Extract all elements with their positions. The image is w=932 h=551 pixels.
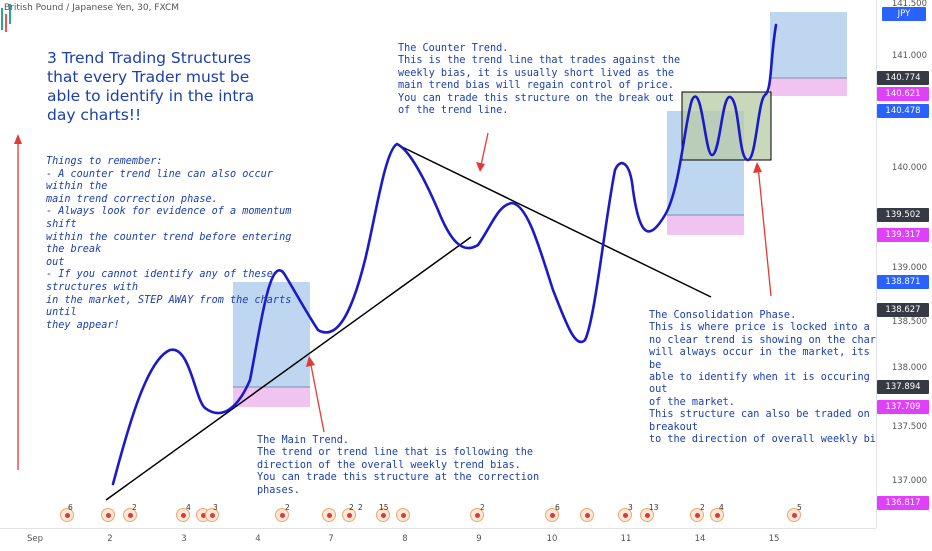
event-marker[interactable] [545,508,559,522]
price-tick: 141.000 [891,51,927,61]
reminders-text: Things to remember: - A counter trend li… [46,156,292,331]
date-tick: 2 [107,534,113,544]
event-count: 6 [555,503,560,512]
symbol-title: British Pound / Japanese Yen, 30, FXCM [4,3,180,13]
event-marker[interactable] [342,508,356,522]
event-marker[interactable] [690,508,704,522]
price-tick: 140.000 [891,163,927,173]
event-marker[interactable] [176,508,190,522]
price-badge: 140.478 [877,104,929,118]
event-count: 3 [213,503,218,512]
event-marker[interactable] [101,508,115,522]
price-badge: 137.709 [877,400,929,414]
date-tick: 7 [328,534,334,544]
left-edge-candles [1,4,11,32]
breakout-stop-box [667,215,744,235]
event-count: 6 [68,503,73,512]
price-tick: 138.000 [891,363,927,373]
date-tick: 10 [546,534,558,544]
price-badge: 140.774 [877,71,929,85]
event-count: 2 [132,503,137,512]
main-trendline[interactable] [105,236,472,501]
headline-text: 3 Trend Trading Structures that every Tr… [47,49,255,124]
event-marker[interactable] [580,508,594,522]
currency-badge[interactable]: JPY [882,7,926,21]
price-tick: 139.000 [891,263,927,273]
price-path [111,23,778,486]
event-count: 5 [797,503,802,512]
date-tick: 4 [255,534,261,544]
consolidation-stop-box [770,78,847,96]
event-count: 2 [285,503,290,512]
event-count: 4 [719,503,724,512]
consolidation-target-box [770,12,847,78]
price-badge: 137.894 [877,380,929,394]
event-marker[interactable] [322,508,336,522]
event-count: 15 [379,503,389,512]
event-marker[interactable] [396,508,410,522]
event-marker[interactable] [60,508,74,522]
main-trend-note: The Main Trend. The trend or trend line … [257,435,540,496]
date-tick: 11 [620,534,632,544]
event-marker[interactable] [376,508,390,522]
consolidation-arrow [753,162,772,297]
event-count: 2 [700,503,705,512]
event-marker[interactable] [640,508,654,522]
date-axis[interactable] [0,528,876,551]
event-count: 4 [186,503,191,512]
price-tick: 137.000 [891,476,927,486]
event-marker[interactable] [123,508,137,522]
event-marker[interactable] [787,508,801,522]
counter-trend-note: The Counter Trend. This is the trend lin… [398,43,681,117]
price-tick: 137.500 [891,422,927,432]
date-tick: 9 [476,534,482,544]
event-marker[interactable] [470,508,484,522]
event-marker[interactable] [618,508,632,522]
price-badge: 138.627 [877,303,929,317]
price-tick: 138.500 [891,317,927,327]
main-trend-target-box [233,282,310,387]
counter-trendline[interactable] [395,143,712,298]
price-tick: 141.500 [891,0,927,9]
event-marker[interactable] [205,508,219,522]
event-count: 13 [649,503,659,512]
event-count: 2 [349,503,354,512]
date-tick: 15 [768,534,780,544]
date-tick: Sep [26,534,44,544]
price-badge: 140.621 [877,87,929,101]
price-badge: 139.502 [877,208,929,222]
date-tick: 3 [181,534,187,544]
main-trend-stop-box [233,387,310,407]
main-trend-arrow [306,356,325,433]
event-count: 2 [358,503,363,512]
date-tick: 8 [402,534,408,544]
price-badge: 136.817 [877,496,929,510]
event-count: 3 [628,503,633,512]
price-badge: 139.317 [877,228,929,242]
event-marker[interactable] [275,508,289,522]
event-marker[interactable] [710,508,724,522]
date-tick: 14 [694,534,706,544]
left-vertical-arrow [14,134,22,470]
price-badge: 138.871 [877,275,929,289]
event-count: 2 [480,503,485,512]
counter-trend-arrow [476,132,489,172]
